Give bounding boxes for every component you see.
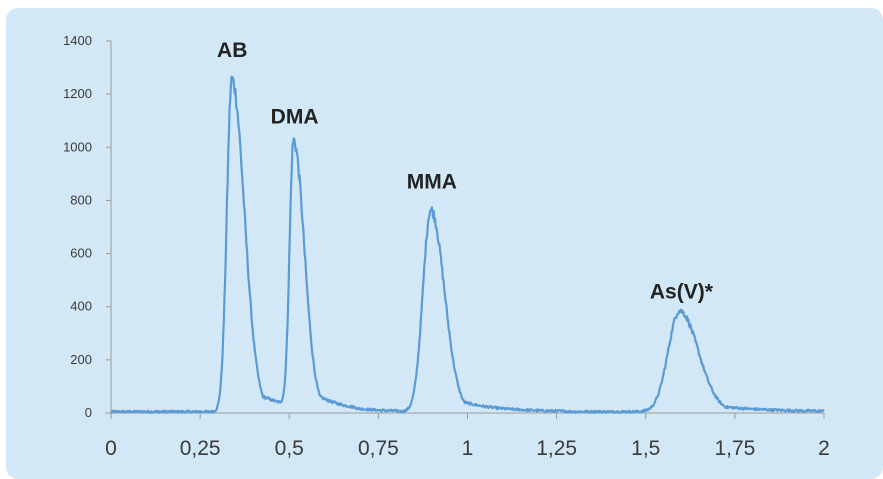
x-tick-label: 2	[818, 437, 830, 460]
chart-background	[6, 8, 883, 479]
y-tick-label: 200	[70, 352, 92, 367]
x-tick-label: 1	[462, 437, 474, 460]
y-tick-label: 1000	[63, 139, 92, 154]
x-tick-label: 0	[105, 437, 117, 460]
signal-line	[110, 75, 825, 414]
x-tick-label: 0,75	[358, 437, 399, 460]
x-tick-label: 0,5	[275, 437, 304, 460]
peak-label: MMA	[407, 170, 457, 193]
x-tick-label: 1,25	[536, 437, 577, 460]
peak-label: As(V)*	[650, 281, 714, 304]
y-tick-label: 1200	[63, 86, 92, 101]
y-tick-label: 800	[70, 192, 92, 207]
x-tick-label: 1,75	[714, 437, 755, 460]
y-tick-labels: 0 200 400 600 800 1000 1200 1400	[63, 33, 111, 420]
peak-label: DMA	[271, 105, 319, 128]
peak-label: AB	[217, 39, 247, 62]
y-tick-label: 0	[85, 405, 92, 420]
y-tick-label: 400	[70, 299, 92, 314]
axes	[105, 41, 824, 419]
y-tick-label: 600	[70, 246, 92, 261]
x-tick-label: 1,5	[631, 437, 660, 460]
y-tick-label: 1400	[63, 33, 92, 48]
x-tick-label: 0,25	[180, 437, 221, 460]
peak-labels: AB DMA MMA As(V)*	[217, 39, 714, 304]
x-tick-labels: 0 0,25 0,5 0,75 1 1,25 1,5 1,75 2	[105, 413, 830, 460]
